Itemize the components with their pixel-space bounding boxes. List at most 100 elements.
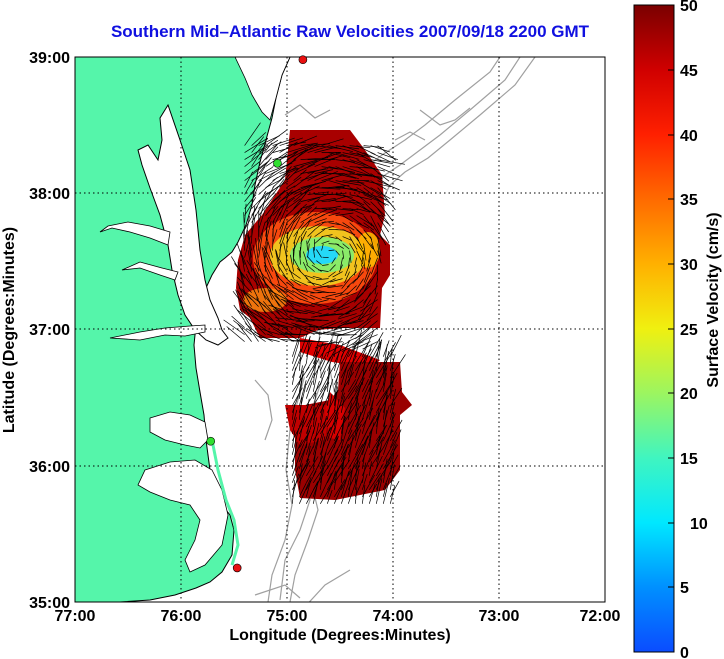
y-tick-label: 38:00	[29, 186, 70, 203]
velocity-vector	[328, 236, 338, 240]
velocity-vector	[290, 254, 294, 272]
velocity-vector	[355, 320, 378, 339]
velocity-vector	[298, 289, 315, 293]
velocity-vector	[349, 145, 371, 149]
velocity-vector	[361, 473, 368, 490]
velocity-vector	[321, 240, 330, 244]
velocity-vector	[340, 348, 350, 364]
velocity-vector	[304, 309, 322, 314]
velocity-vector	[292, 290, 308, 300]
velocity-vector	[366, 257, 371, 272]
velocity-vector	[340, 482, 350, 504]
velocity-vector	[321, 225, 335, 230]
velocity-vector	[286, 202, 301, 216]
velocity-vector	[335, 222, 350, 229]
velocity-vector	[329, 264, 336, 272]
velocity-vector	[331, 257, 336, 264]
velocity-vector	[361, 379, 369, 392]
velocity-vector	[349, 173, 373, 177]
velocity-vector	[363, 222, 375, 231]
velocity-vector	[390, 354, 406, 378]
velocity-vector	[298, 435, 308, 455]
velocity-vector	[286, 227, 295, 244]
velocity-vector	[305, 358, 320, 385]
velocity-vector	[247, 234, 252, 258]
velocity-vector	[368, 332, 384, 357]
velocity-vector	[291, 480, 296, 504]
velocity-vector	[251, 136, 265, 153]
velocity-vector	[341, 341, 364, 352]
velocity-vector	[389, 334, 402, 357]
velocity-vector	[330, 327, 357, 334]
velocity-vector	[389, 347, 393, 364]
velocity-vector	[321, 166, 339, 170]
velocity-vector	[321, 297, 336, 300]
velocity-vector	[318, 269, 329, 272]
velocity-vector	[277, 264, 287, 279]
velocity-vector	[246, 328, 266, 342]
velocity-vector	[268, 289, 280, 307]
velocity-vector	[284, 288, 301, 300]
velocity-vector	[356, 250, 364, 264]
velocity-vector	[370, 159, 393, 164]
velocity-vector	[363, 180, 391, 188]
velocity-vector	[370, 152, 390, 162]
velocity-vector	[319, 409, 325, 427]
velocity-vector	[332, 341, 357, 356]
velocity-vector	[330, 299, 343, 308]
velocity-vector	[354, 257, 357, 268]
velocity-vector	[296, 268, 308, 279]
velocity-vector	[258, 185, 279, 202]
velocity-vector	[291, 404, 295, 420]
velocity-vector	[312, 246, 315, 258]
velocity-vector	[354, 427, 369, 455]
velocity-vector	[279, 200, 290, 223]
velocity-vector	[312, 347, 318, 371]
velocity-vector	[377, 180, 400, 191]
velocity-vector	[326, 437, 339, 462]
velocity-vector	[333, 374, 339, 392]
velocity-vector	[377, 250, 382, 264]
station-marker	[273, 158, 282, 168]
colorbar-label: Surface Velocity (cm/s)	[705, 212, 722, 387]
velocity-vector	[263, 294, 280, 314]
velocity-vector	[328, 195, 348, 202]
velocity-vector	[319, 343, 326, 364]
velocity-vector	[319, 370, 326, 385]
velocity-vector	[363, 159, 391, 168]
colorbar-tick-label: 0	[680, 645, 689, 659]
velocity-vector	[363, 264, 371, 283]
velocity-vector	[340, 396, 354, 420]
velocity-vector	[312, 365, 320, 392]
y-tick-label: 37:00	[29, 322, 70, 339]
velocity-vector	[377, 194, 392, 205]
x-tick-label: 76:00	[161, 608, 202, 625]
velocity-vector	[312, 481, 319, 504]
velocity-vector	[334, 334, 357, 336]
velocity-vector	[262, 275, 273, 300]
velocity-vector	[382, 351, 390, 378]
velocity-vector	[382, 342, 396, 364]
velocity-vector	[327, 435, 339, 455]
velocity-vector	[314, 146, 338, 153]
velocity-vector	[258, 135, 280, 146]
velocity-vector	[258, 192, 275, 209]
velocity-vector	[362, 271, 371, 290]
velocity-vector	[377, 201, 393, 222]
velocity-vector	[275, 299, 287, 314]
velocity-vector	[340, 370, 349, 399]
velocity-vector	[361, 407, 374, 427]
velocity-vector	[349, 152, 375, 158]
velocity-vector	[340, 468, 352, 490]
velocity-vector	[327, 306, 343, 311]
velocity-vector	[335, 194, 353, 198]
velocity-vector	[287, 282, 301, 293]
velocity-vector	[307, 145, 329, 153]
velocity-vector	[238, 287, 252, 300]
colorbar-tick-label: 25	[680, 322, 698, 339]
velocity-vector	[376, 380, 394, 406]
velocity-vector	[307, 235, 312, 244]
velocity-vector	[370, 208, 389, 225]
velocity-vector	[370, 187, 391, 200]
